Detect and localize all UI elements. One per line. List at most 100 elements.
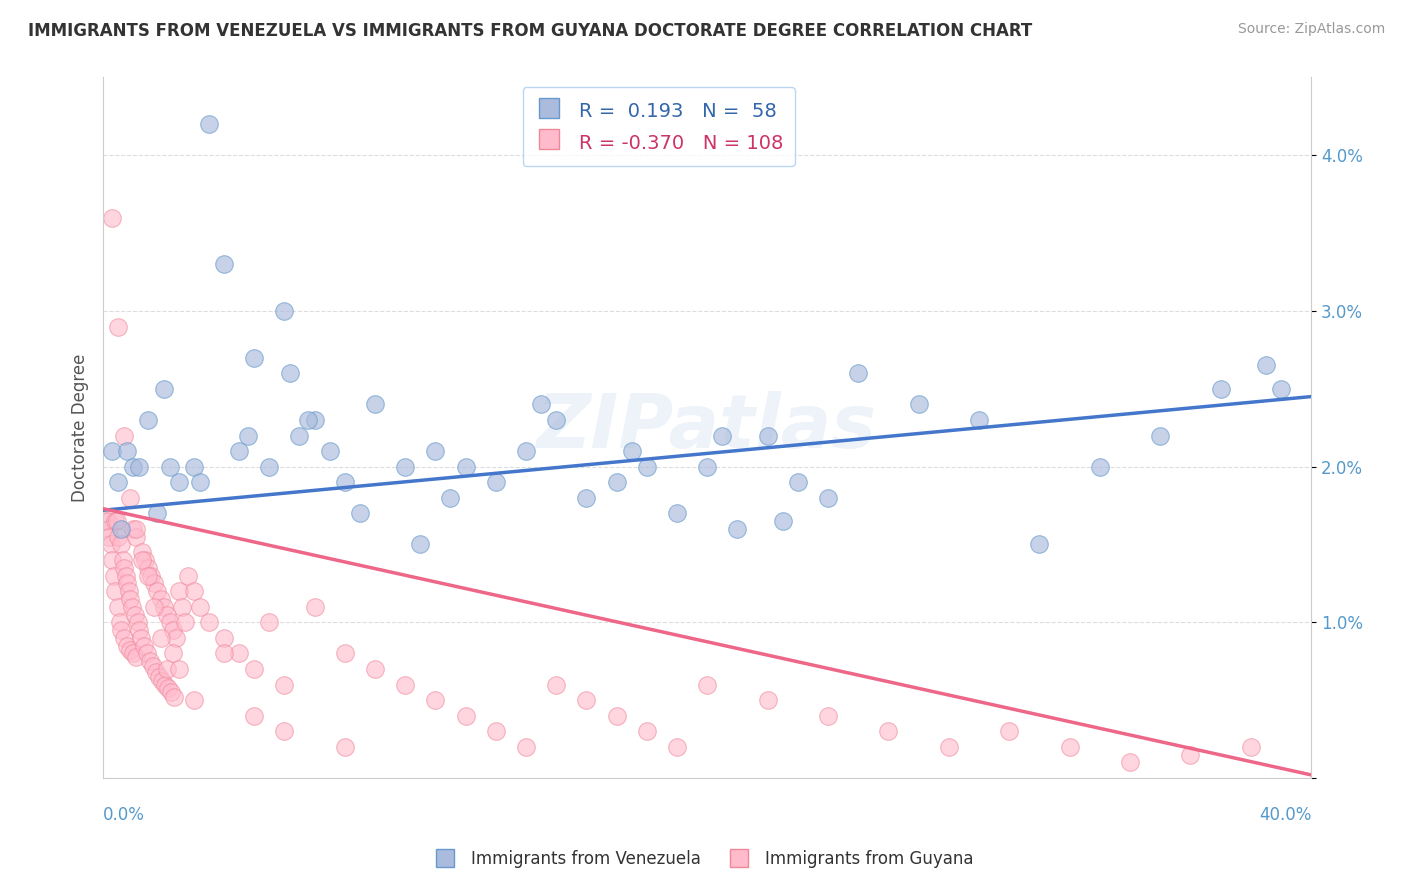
Point xyxy=(998,724,1021,739)
Point xyxy=(546,677,568,691)
Point xyxy=(131,545,153,559)
Point xyxy=(152,599,174,614)
Point xyxy=(1209,382,1232,396)
Point xyxy=(967,413,990,427)
Point xyxy=(636,459,658,474)
Point xyxy=(146,507,169,521)
Point xyxy=(297,413,319,427)
Point xyxy=(100,537,122,551)
Point xyxy=(696,459,718,474)
Point xyxy=(907,397,929,411)
Point xyxy=(228,444,250,458)
Point xyxy=(257,615,280,630)
Point xyxy=(183,584,205,599)
Legend: R =  0.193   N =  58, R = -0.370   N = 108: R = 0.193 N = 58, R = -0.370 N = 108 xyxy=(523,87,794,166)
Point xyxy=(606,708,628,723)
Point xyxy=(173,615,195,630)
Point xyxy=(112,428,135,442)
Point xyxy=(104,514,127,528)
Point xyxy=(128,459,150,474)
Point xyxy=(157,681,180,695)
Point xyxy=(394,459,416,474)
Point xyxy=(280,366,302,380)
Point xyxy=(110,537,132,551)
Point xyxy=(107,530,129,544)
Point xyxy=(152,382,174,396)
Point xyxy=(409,537,432,551)
Point xyxy=(188,599,211,614)
Point xyxy=(101,211,124,225)
Point xyxy=(1254,359,1277,373)
Point xyxy=(94,514,117,528)
Point xyxy=(125,649,148,664)
Point xyxy=(394,677,416,691)
Point xyxy=(485,475,508,490)
Point xyxy=(212,257,235,271)
Point xyxy=(665,507,688,521)
Point xyxy=(104,584,127,599)
Point xyxy=(183,459,205,474)
Point xyxy=(101,553,124,567)
Point xyxy=(485,724,508,739)
Point xyxy=(772,514,794,528)
Point xyxy=(1149,428,1171,442)
Point xyxy=(515,739,537,754)
Point xyxy=(127,615,149,630)
Point xyxy=(162,647,184,661)
Point xyxy=(159,459,181,474)
Point xyxy=(143,576,166,591)
Point xyxy=(198,117,221,131)
Point xyxy=(756,693,779,707)
Point xyxy=(121,599,143,614)
Point xyxy=(1059,739,1081,754)
Point xyxy=(107,319,129,334)
Point xyxy=(1180,747,1202,762)
Point xyxy=(163,690,186,704)
Point xyxy=(170,599,193,614)
Point xyxy=(117,576,139,591)
Point xyxy=(364,662,387,676)
Point xyxy=(143,599,166,614)
Point xyxy=(165,631,187,645)
Point xyxy=(439,491,461,505)
Point xyxy=(128,623,150,637)
Point xyxy=(1088,459,1111,474)
Point xyxy=(97,514,120,528)
Point xyxy=(606,475,628,490)
Point xyxy=(725,522,748,536)
Text: IMMIGRANTS FROM VENEZUELA VS IMMIGRANTS FROM GUYANA DOCTORATE DEGREE CORRELATION: IMMIGRANTS FROM VENEZUELA VS IMMIGRANTS … xyxy=(28,22,1032,40)
Point xyxy=(103,568,125,582)
Point xyxy=(145,665,167,680)
Point xyxy=(98,530,121,544)
Point xyxy=(575,491,598,505)
Point xyxy=(273,677,295,691)
Point xyxy=(138,568,160,582)
Point xyxy=(134,553,156,567)
Point xyxy=(167,475,190,490)
Point xyxy=(101,444,124,458)
Point xyxy=(364,397,387,411)
Point xyxy=(257,459,280,474)
Point xyxy=(167,662,190,676)
Point xyxy=(212,631,235,645)
Point xyxy=(454,708,477,723)
Point xyxy=(108,615,131,630)
Point xyxy=(1270,382,1292,396)
Point xyxy=(138,561,160,575)
Point xyxy=(665,739,688,754)
Point xyxy=(176,568,198,582)
Point xyxy=(817,708,839,723)
Point xyxy=(243,351,266,365)
Point xyxy=(877,724,900,739)
Point xyxy=(150,674,173,689)
Point xyxy=(212,647,235,661)
Point xyxy=(148,670,170,684)
Point xyxy=(114,568,136,582)
Point xyxy=(105,514,128,528)
Point xyxy=(107,599,129,614)
Point xyxy=(124,607,146,622)
Point xyxy=(120,491,142,505)
Point xyxy=(118,584,141,599)
Point xyxy=(273,304,295,318)
Point xyxy=(153,677,176,691)
